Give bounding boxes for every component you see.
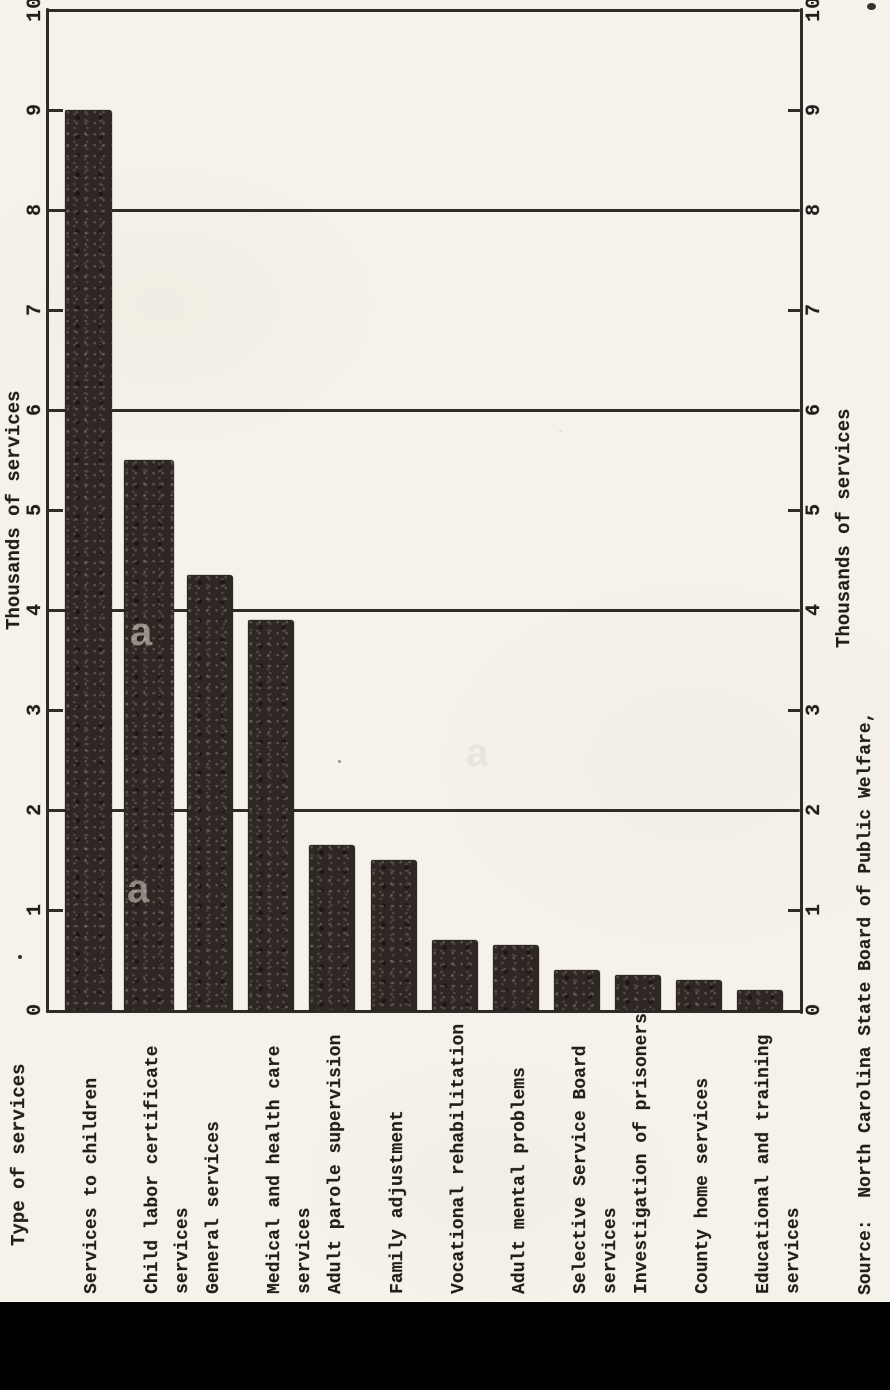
- bar: [432, 940, 478, 1010]
- category-label: Services to children: [82, 1077, 102, 1294]
- value-tick-label-right: 2: [803, 802, 826, 816]
- category-label: Medical and health care services: [265, 1045, 315, 1294]
- value-tick-label-right: 9: [803, 102, 826, 116]
- category-label: General services: [204, 1121, 224, 1294]
- category-label: Vocational rehabilitation: [449, 1023, 469, 1294]
- value-tick-label-left: 7: [24, 302, 47, 316]
- category-label: Adult mental problems: [510, 1067, 530, 1294]
- value-tick-label-right: 3: [803, 702, 826, 716]
- bar: [554, 970, 600, 1010]
- tick-mark-left: [48, 509, 63, 512]
- category-label: Adult parole supervision: [326, 1034, 346, 1294]
- grid-line: [48, 209, 800, 212]
- alamy-tile-watermark: a: [130, 610, 153, 654]
- grid-line: [48, 9, 800, 12]
- alamy-tile-watermark: a: [466, 731, 489, 775]
- value-tick-label-left: 8: [24, 202, 47, 216]
- tick-mark-right: [788, 709, 803, 712]
- value-tick-label-right: 0: [803, 1002, 826, 1016]
- tick-mark-right: [788, 109, 803, 112]
- category-axis-title: Type of services: [8, 1063, 30, 1246]
- bar: [493, 945, 539, 1010]
- value-tick-label-right: 5: [803, 502, 826, 516]
- tick-mark-left: [48, 709, 63, 712]
- grid-line: [48, 809, 800, 812]
- alamy-watermark-bar: alamy Image ID: 2AGC23Y www.alamy.com: [0, 1302, 890, 1390]
- value-tick-label-left: 6: [24, 402, 47, 416]
- value-tick-label-left: 9: [24, 102, 47, 116]
- category-label: Selective Service Board services: [571, 1045, 621, 1294]
- bar: [737, 990, 783, 1010]
- value-tick-label-left: 0: [24, 1002, 47, 1016]
- value-tick-label-left: 5: [24, 502, 47, 516]
- tick-mark-right: [788, 309, 803, 312]
- bar: [676, 980, 722, 1010]
- bar: [309, 845, 355, 1010]
- tick-mark-left: [48, 309, 63, 312]
- bar: [124, 460, 174, 1010]
- value-tick-label-right: 7: [803, 302, 826, 316]
- bar: [615, 975, 661, 1010]
- category-label: Family adjustment: [388, 1110, 408, 1294]
- grid-line: [48, 609, 800, 612]
- value-tick-label-right: 1: [803, 902, 826, 916]
- value-tick-label-left: 2: [24, 802, 47, 816]
- value-axis-line-left: [46, 8, 49, 1013]
- scan-speck: [867, 3, 876, 10]
- source-note: Source: North Carolina State Board of Pu…: [856, 711, 876, 1295]
- scan-speck: [338, 760, 341, 763]
- alamy-tile-watermark: a: [127, 867, 150, 911]
- value-tick-label-right: 4: [803, 602, 826, 616]
- value-tick-label-right: 8: [803, 202, 826, 216]
- tick-mark-left: [48, 909, 63, 912]
- value-tick-label-left: 1: [24, 902, 47, 916]
- value-tick-label-right: 10: [803, 0, 826, 22]
- value-axis-title-right: Thousands of services: [833, 408, 855, 648]
- category-label: Child labor certificate services: [143, 1045, 193, 1294]
- tick-mark-right: [788, 909, 803, 912]
- grid-line: [48, 409, 800, 412]
- category-axis-line: [46, 1010, 803, 1013]
- tick-mark-right: [788, 509, 803, 512]
- bar: [371, 860, 417, 1010]
- value-tick-label-left: 3: [24, 702, 47, 716]
- value-tick-label-left: 4: [24, 602, 47, 616]
- bar: [248, 620, 294, 1010]
- category-label: County home services: [693, 1077, 713, 1294]
- scan-speck: [18, 955, 22, 959]
- value-tick-label-right: 6: [803, 402, 826, 416]
- value-axis-title-left: Thousands of services: [3, 390, 25, 630]
- bar: [65, 110, 112, 1010]
- category-label: Investigation of prisoners: [632, 1013, 652, 1294]
- value-tick-label-left: 10: [24, 0, 47, 22]
- category-label: Educational and training services: [754, 1034, 804, 1294]
- tick-mark-left: [48, 109, 63, 112]
- bar: [187, 575, 233, 1010]
